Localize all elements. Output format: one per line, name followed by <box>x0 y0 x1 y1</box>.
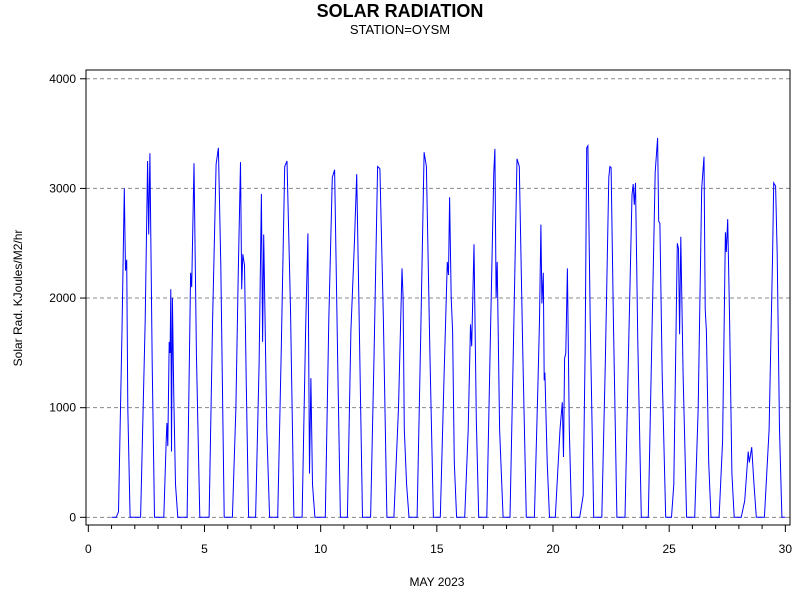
y-tick-label: 0 <box>69 510 76 524</box>
x-tick-label: 15 <box>430 542 444 556</box>
x-tick-label: 10 <box>314 542 328 556</box>
x-tick-label: 25 <box>663 542 677 556</box>
chart-title: SOLAR RADIATION <box>316 1 484 21</box>
x-tick-label: 0 <box>85 542 92 556</box>
x-tick-label: 30 <box>779 542 793 556</box>
y-tick-label: 3000 <box>49 181 76 195</box>
chart-subtitle: STATION=OYSM <box>349 22 451 37</box>
y-tick-label: 4000 <box>49 72 76 86</box>
y-tick-label: 1000 <box>49 401 76 415</box>
y-axis-label: Solar Rad. KJoules/M2/hr <box>11 230 25 367</box>
plot-frame <box>85 69 791 526</box>
x-tick-label: 5 <box>201 542 208 556</box>
y-axis: 0 1000 2000 3000 4000 <box>49 72 86 524</box>
grid-lines <box>86 78 790 518</box>
x-tick-label: 20 <box>546 542 560 556</box>
x-axis-label: MAY 2023 <box>410 575 465 589</box>
y-tick-label: 2000 <box>49 291 76 305</box>
x-axis: 0 5 10 15 20 25 30 <box>85 525 792 556</box>
series-line-solar-radiation <box>111 137 786 518</box>
